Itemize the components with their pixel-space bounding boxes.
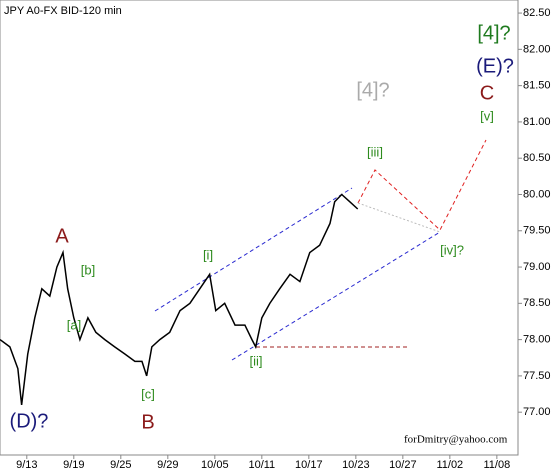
x-tick-label: 10/05	[201, 459, 229, 471]
y-tick-label: 81.00	[523, 116, 551, 128]
x-tick-label: 9/29	[157, 459, 178, 471]
wave-label: [iv]?	[440, 242, 464, 257]
y-tick-label: 80.50	[523, 152, 551, 164]
plot-frame	[0, 0, 519, 456]
x-tick-label: 11/02	[436, 459, 463, 471]
wave-lines	[154, 139, 487, 361]
wave-label: (E)?	[476, 55, 514, 77]
projection	[357, 139, 487, 231]
wave-label: [v]	[480, 108, 494, 123]
wave-label: A	[55, 225, 69, 247]
price-line	[0, 193, 359, 406]
x-tick-label: 11/08	[483, 459, 510, 471]
wave-label: [ii]	[250, 353, 263, 368]
wave-label: B	[141, 411, 154, 433]
wave-label: (D)?	[10, 410, 49, 432]
x-tick-label: 9/25	[110, 459, 131, 471]
y-tick-label: 79.50	[523, 225, 551, 237]
x-tick-label: 10/27	[389, 459, 417, 471]
wave-label: C	[480, 82, 494, 104]
chart-title: JPY A0-FX BID-120 min	[4, 5, 122, 17]
x-tick-label: 10/17	[295, 459, 323, 471]
y-tick-label: 80.00	[523, 188, 551, 200]
y-tick-label: 77.00	[523, 406, 551, 418]
wave-label: [iii]	[367, 144, 383, 159]
channel-lower	[231, 231, 441, 361]
wave-label: [4]?	[356, 79, 389, 101]
channel-upper	[154, 187, 353, 312]
wave-label: [c]	[141, 386, 155, 401]
wave-label: [i]	[203, 247, 213, 262]
y-tick-label: 77.50	[523, 370, 551, 382]
x-tick-label: 9/13	[16, 459, 37, 471]
wave-label: [b]	[81, 262, 95, 277]
y-tick-label: 78.50	[523, 297, 551, 309]
y-tick-label: 82.50	[523, 7, 551, 19]
x-tick-label: 10/23	[342, 459, 370, 471]
y-tick-label: 79.00	[523, 261, 551, 273]
footer: forDmitry@yahoo.com	[404, 434, 508, 446]
projection-guide	[357, 202, 441, 233]
wave-label: [a]	[67, 317, 81, 332]
wave-label: [4]?	[477, 22, 510, 44]
x-tick-label: 9/19	[63, 459, 84, 471]
y-tick-label: 78.00	[523, 334, 551, 346]
y-tick-label: 81.50	[523, 80, 551, 92]
y-tick-label: 82.00	[523, 43, 551, 55]
x-tick-label: 10/11	[248, 459, 275, 471]
